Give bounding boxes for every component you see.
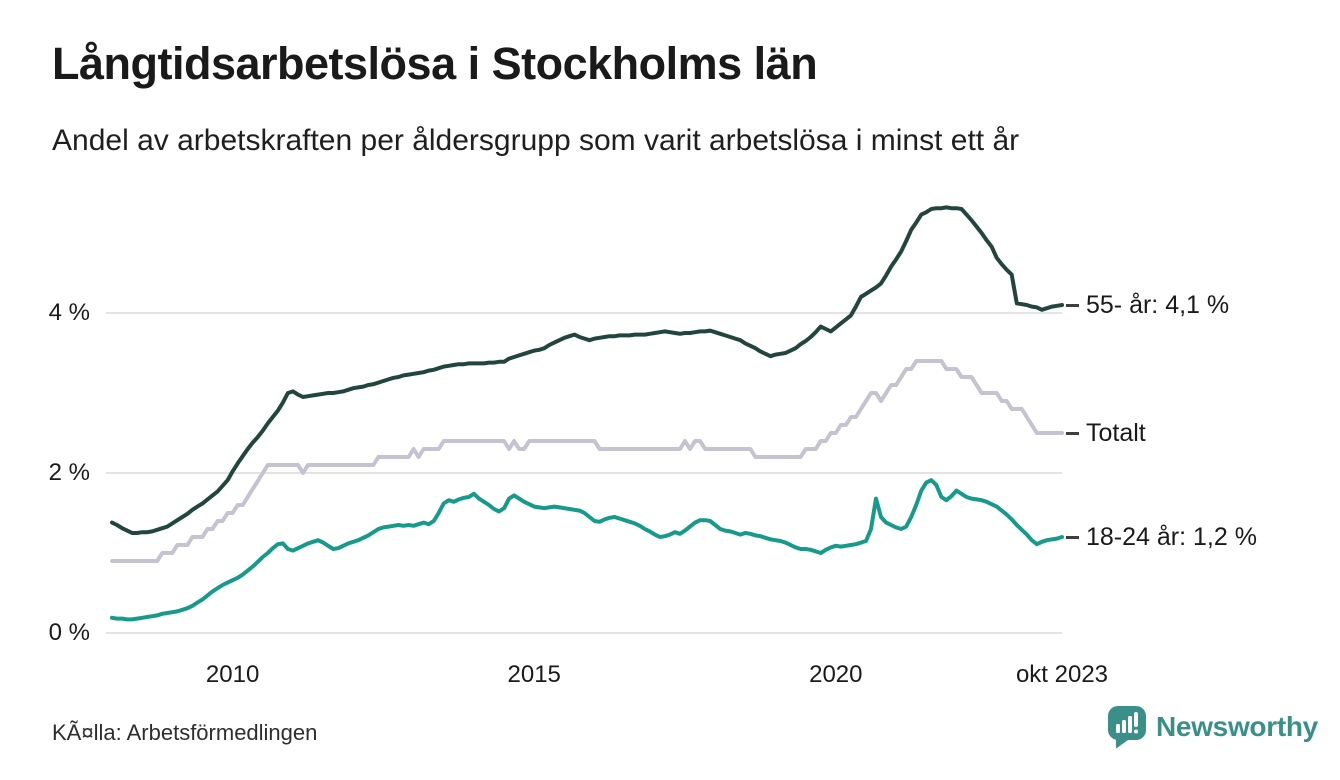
newsworthy-logo-icon [1108, 706, 1146, 749]
y-axis-tick-label: 2 % [48, 459, 90, 486]
series-tick-icon [1066, 431, 1079, 435]
source-note: KÃ¤lla: Arbetsförmedlingen [52, 720, 318, 745]
series-end-label-55-plus: 55- år: 4,1 % [1066, 289, 1229, 321]
y-axis-tick-label: 0 % [48, 619, 90, 646]
brand-wordmark: Newsworthy [1156, 711, 1318, 742]
series-line-age-55-plus [110, 205, 1064, 535]
x-axis-tick-label: okt 2023 [1015, 661, 1109, 688]
x-axis-tick-label: 2015 [507, 661, 561, 688]
newsworthy-logo: Newsworthy [1107, 705, 1318, 749]
exclamation-dot [1134, 729, 1138, 734]
page-title: Långtidsarbetslösa i Stockholms län [52, 38, 818, 89]
chart-subtitle: Andel av arbetskraften per åldersgrupp s… [52, 124, 1020, 157]
speech-bubble-shape [1108, 706, 1146, 749]
series-line-total [110, 359, 1064, 563]
y-axis-tick-label: 4 % [48, 299, 90, 326]
x-axis-tick-label: 2010 [205, 661, 260, 688]
series-end-label-text: Totalt [1086, 418, 1146, 447]
series-end-label-18-24: 18-24 år: 1,2 % [1066, 521, 1257, 553]
series-end-label-text: 18-24 år: 1,2 % [1086, 522, 1257, 551]
series-tick-icon [1066, 535, 1079, 539]
series-line-age-18-24 [110, 478, 1064, 622]
series-end-label-text: 55- år: 4,1 % [1086, 290, 1230, 319]
series-tick-icon [1066, 303, 1079, 307]
series-end-label-total: Totalt [1066, 417, 1146, 449]
x-axis-tick-label: 2020 [809, 661, 863, 688]
exclamation-bar [1134, 712, 1138, 727]
chart-bars-icon [1116, 712, 1138, 734]
